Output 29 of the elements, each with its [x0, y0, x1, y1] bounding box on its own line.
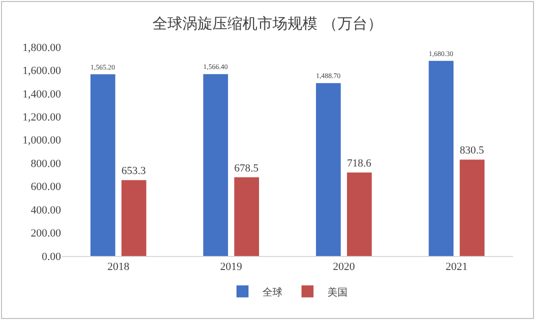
- y-tick-label: 1,000.00: [22, 134, 62, 147]
- data-label: 653.3: [121, 165, 146, 178]
- y-tick-label: 600.00: [30, 181, 62, 194]
- bar: [234, 177, 260, 256]
- y-tick-label: 200.00: [30, 228, 62, 240]
- legend-label: 美国: [328, 286, 348, 298]
- y-tick-label: 800.00: [30, 158, 62, 170]
- bar: [90, 74, 116, 256]
- bar: [346, 172, 372, 256]
- bar: [316, 83, 341, 256]
- x-tick-label: 2020: [332, 261, 356, 274]
- data-label: 830.5: [460, 144, 484, 157]
- bar: [460, 160, 485, 256]
- bar: [121, 180, 146, 256]
- x-tick-label: 2019: [220, 261, 243, 274]
- legend-label: 全球: [262, 286, 282, 298]
- data-label: 678.5: [234, 162, 259, 174]
- bar: [203, 74, 228, 256]
- bar: [428, 60, 454, 256]
- y-tick-label: 1,400.00: [22, 88, 62, 100]
- y-tick-label: 1,600.00: [22, 65, 62, 78]
- y-tick-label: 400.00: [30, 204, 62, 216]
- data-label: 718.6: [346, 158, 372, 170]
- y-tick-label: 1,800.00: [22, 42, 62, 54]
- x-tick-label: 2021: [446, 261, 468, 274]
- y-tick-label: 1,200.00: [22, 112, 62, 124]
- chart-title: 全球涡旋压缩机市场规模 （万台）: [152, 14, 382, 32]
- y-tick-label: 0.00: [42, 250, 62, 263]
- x-tick-label: 2018: [107, 261, 130, 274]
